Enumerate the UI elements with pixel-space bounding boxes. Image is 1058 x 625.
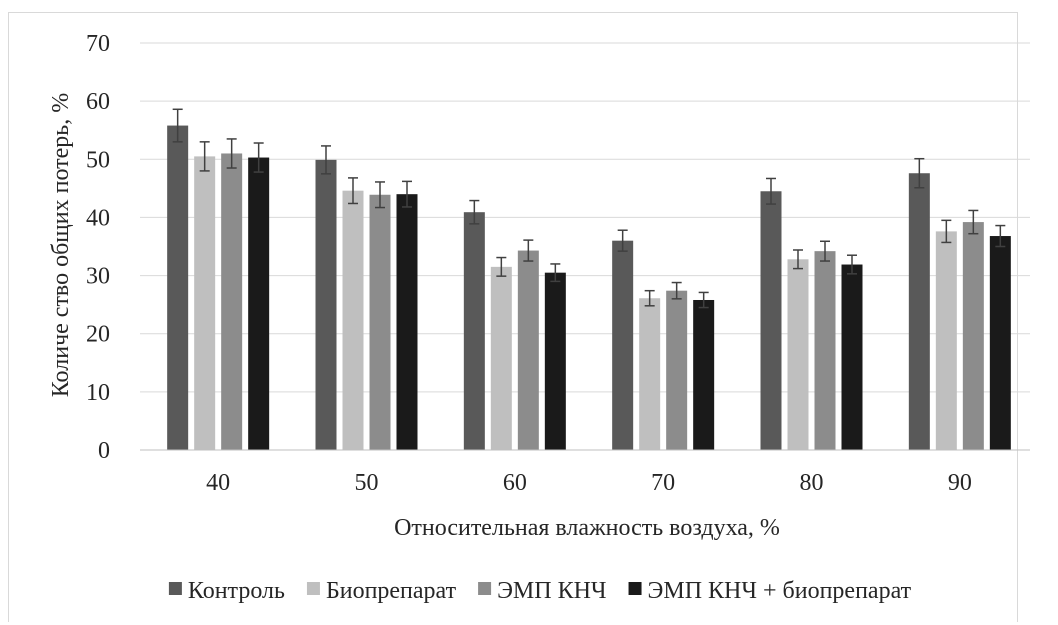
bar [612, 241, 633, 450]
legend-label: ЭМП КНЧ + биопрепарат [648, 578, 912, 604]
bar [909, 173, 930, 450]
x-tick-label: 40 [206, 470, 230, 496]
legend-label: Биопрепарат [326, 578, 457, 604]
y-tick-label: 60 [86, 89, 110, 115]
y-axis-ticks: 0 10 20 30 40 50 60 70 [86, 31, 110, 464]
bar [343, 191, 364, 450]
bar [464, 212, 485, 450]
y-tick-label: 0 [98, 438, 110, 464]
bar [639, 298, 660, 450]
x-tick-label: 80 [800, 470, 824, 496]
bar [545, 273, 566, 450]
legend-swatch [629, 582, 642, 595]
y-tick-label: 30 [86, 264, 110, 290]
bar [491, 267, 512, 450]
x-tick-label: 50 [355, 470, 379, 496]
bar [788, 259, 809, 450]
bar [666, 291, 687, 450]
bar [693, 300, 714, 450]
x-tick-label: 60 [503, 470, 527, 496]
bar [518, 251, 539, 450]
bars [167, 126, 1011, 450]
y-tick-label: 50 [86, 147, 110, 173]
legend-label: ЭМП КНЧ [497, 578, 606, 604]
bar [936, 231, 957, 450]
bar [990, 236, 1011, 450]
bar [194, 156, 215, 450]
x-axis-ticks: 40 50 60 70 80 90 [206, 470, 972, 496]
y-axis-label: Количе ство общих потерь, % [48, 93, 74, 398]
bar [167, 126, 188, 450]
legend-label: Контроль [188, 578, 285, 604]
legend-swatch [478, 582, 491, 595]
bar [815, 251, 836, 450]
y-tick-label: 70 [86, 31, 110, 57]
bar [248, 158, 269, 450]
bar [842, 265, 863, 450]
bar [316, 160, 337, 450]
x-tick-label: 90 [948, 470, 972, 496]
bar [761, 191, 782, 450]
y-tick-label: 10 [86, 380, 110, 406]
y-tick-label: 20 [86, 322, 110, 348]
bar [370, 195, 391, 450]
x-tick-label: 70 [651, 470, 675, 496]
gridlines [140, 43, 1030, 392]
x-axis-label: Относительная влажность воздуха, % [394, 515, 780, 541]
bar [221, 153, 242, 450]
bar [397, 194, 418, 450]
legend-swatch [169, 582, 182, 595]
error-bars [173, 109, 1006, 307]
bar [963, 222, 984, 450]
legend: Контроль Биопрепарат ЭМП КНЧ ЭМП КНЧ + биоп… [169, 578, 912, 604]
y-tick-label: 40 [86, 205, 110, 231]
legend-swatch [307, 582, 320, 595]
